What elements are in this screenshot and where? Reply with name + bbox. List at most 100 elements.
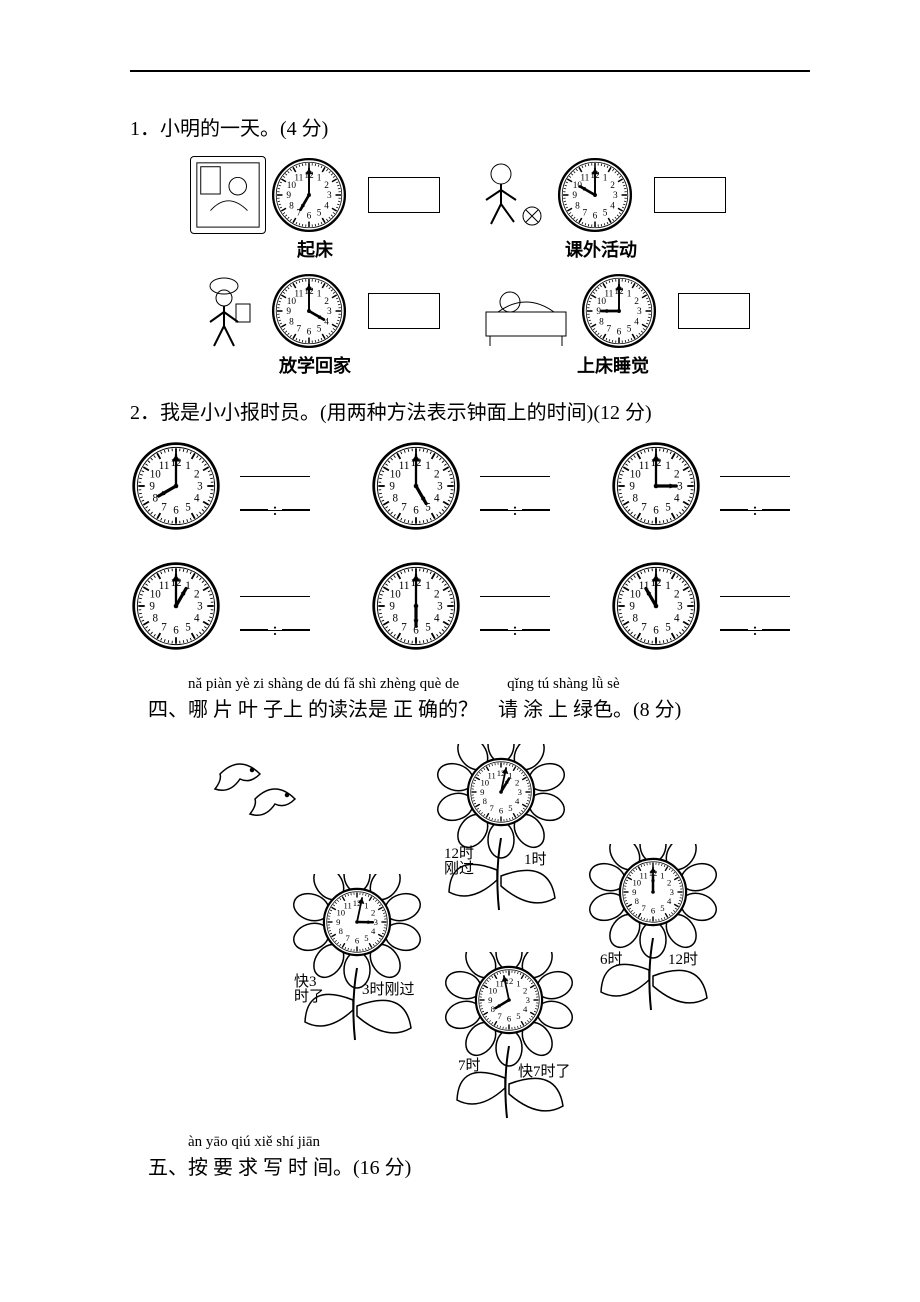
svg-text:3: 3 bbox=[437, 601, 443, 613]
svg-text:4: 4 bbox=[324, 201, 329, 211]
svg-text:9: 9 bbox=[488, 995, 492, 1005]
q5-number: 五、 bbox=[148, 1157, 188, 1179]
svg-text:8: 8 bbox=[575, 201, 580, 211]
q1-row-2: 123456789101112 放学回家 123456789101112 上床睡… bbox=[190, 272, 810, 378]
q1-clock-0: 123456789101112 bbox=[270, 156, 348, 234]
q5-pinyin: àn yāo qiú xiě shí jiān bbox=[188, 1134, 810, 1151]
svg-text:3: 3 bbox=[613, 191, 618, 201]
svg-text:8: 8 bbox=[483, 796, 487, 806]
q4-pinyin-2: qǐng tú shàng lǜ sè bbox=[507, 676, 620, 693]
svg-text:1: 1 bbox=[627, 290, 632, 300]
svg-text:3: 3 bbox=[637, 307, 642, 317]
q1-item-1: 123456789101112 课外活动 bbox=[476, 156, 726, 262]
q1-answer-1[interactable] bbox=[654, 177, 726, 213]
q1-clock-2: 123456789101112 bbox=[270, 272, 348, 350]
q2-ans-time-0[interactable]: : bbox=[240, 495, 310, 511]
q4-hanzi-2: 请 涂 上 绿色。(8 分) bbox=[498, 699, 681, 721]
svg-text:9: 9 bbox=[389, 601, 395, 613]
svg-text:2: 2 bbox=[667, 878, 671, 888]
q2-ans-text-3[interactable] bbox=[240, 581, 310, 597]
svg-text:9: 9 bbox=[336, 917, 340, 927]
q1-answer-2[interactable] bbox=[368, 293, 440, 329]
svg-text:9: 9 bbox=[149, 481, 155, 493]
q2-ans-time-4[interactable]: : bbox=[480, 615, 550, 631]
q2-ans-text-1[interactable] bbox=[480, 461, 550, 477]
svg-text:11: 11 bbox=[159, 580, 170, 592]
svg-text:7: 7 bbox=[583, 209, 588, 219]
svg-text:7: 7 bbox=[345, 933, 350, 943]
q4-hanzi-1: 哪 片 叶 子上 的读法是 正 确的？ bbox=[188, 699, 478, 721]
svg-text:11: 11 bbox=[399, 580, 410, 592]
svg-text:7: 7 bbox=[161, 501, 167, 513]
q1-label-1: 课外活动 bbox=[565, 236, 637, 262]
svg-text:8: 8 bbox=[393, 613, 399, 625]
q2-heading: 2．我是小小报时员。(用两种方法表示钟面上的时间)(12 分) bbox=[130, 396, 810, 430]
svg-text:2: 2 bbox=[194, 589, 200, 601]
svg-text:4: 4 bbox=[667, 896, 672, 906]
q2-item-2: 123456789101112 : bbox=[610, 440, 810, 532]
svg-text:1: 1 bbox=[660, 871, 664, 881]
leaf-bot-l-1: 7时 bbox=[458, 1058, 481, 1075]
leaf-left-l-2: 时了 bbox=[294, 989, 324, 1006]
svg-text:1: 1 bbox=[603, 174, 608, 184]
svg-text:11: 11 bbox=[343, 901, 351, 911]
svg-text:7: 7 bbox=[297, 325, 302, 335]
svg-text:9: 9 bbox=[632, 887, 636, 897]
q2-clock-0: 123456789101112 bbox=[130, 440, 222, 532]
q2-ans-text-2[interactable] bbox=[720, 461, 790, 477]
svg-text:1: 1 bbox=[364, 901, 368, 911]
svg-text:1: 1 bbox=[516, 979, 520, 989]
svg-text:7: 7 bbox=[497, 1011, 502, 1021]
q2-ans-time-1[interactable]: : bbox=[480, 495, 550, 511]
q5-heading: àn yāo qiú xiě shí jiān 五、按 要 求 写 时 间。(1… bbox=[130, 1134, 810, 1180]
svg-text:1: 1 bbox=[425, 460, 431, 472]
svg-text:4: 4 bbox=[610, 201, 615, 211]
svg-text:8: 8 bbox=[599, 317, 604, 327]
svg-text:8: 8 bbox=[339, 926, 343, 936]
q2-ans-time-5[interactable]: : bbox=[720, 615, 790, 631]
q1-answer-3[interactable] bbox=[678, 293, 750, 329]
svg-text:3: 3 bbox=[670, 887, 674, 897]
svg-text:5: 5 bbox=[660, 903, 664, 913]
bird-icon bbox=[210, 754, 330, 829]
svg-text:2: 2 bbox=[324, 297, 329, 307]
svg-text:2: 2 bbox=[515, 778, 519, 788]
svg-text:9: 9 bbox=[149, 601, 155, 613]
svg-text:5: 5 bbox=[364, 933, 368, 943]
svg-text:9: 9 bbox=[572, 191, 577, 201]
svg-text:7: 7 bbox=[161, 621, 167, 633]
q2-item-3: 123456789101112 : bbox=[130, 560, 330, 652]
q2-ans-text-0[interactable] bbox=[240, 461, 310, 477]
q2-ans-time-2[interactable]: : bbox=[720, 495, 790, 511]
q1-label-3: 上床睡觉 bbox=[577, 352, 649, 378]
svg-text:11: 11 bbox=[639, 460, 650, 472]
svg-text:9: 9 bbox=[629, 481, 635, 493]
svg-text:6: 6 bbox=[507, 1014, 512, 1024]
svg-text:5: 5 bbox=[603, 209, 608, 219]
svg-text:9: 9 bbox=[389, 481, 395, 493]
svg-text:4: 4 bbox=[324, 317, 329, 327]
leaf-top-l-2: 刚过 bbox=[444, 861, 474, 878]
svg-text:8: 8 bbox=[635, 896, 639, 906]
svg-text:8: 8 bbox=[393, 493, 399, 505]
q2-ans-text-4[interactable] bbox=[480, 581, 550, 597]
svg-text:4: 4 bbox=[194, 493, 200, 505]
svg-text:9: 9 bbox=[480, 787, 484, 797]
svg-text:3: 3 bbox=[197, 481, 203, 493]
svg-text:3: 3 bbox=[677, 481, 683, 493]
svg-text:2: 2 bbox=[634, 297, 639, 307]
svg-text:4: 4 bbox=[515, 796, 520, 806]
svg-text:6: 6 bbox=[307, 327, 312, 337]
svg-text:6: 6 bbox=[307, 211, 312, 221]
q2-ans-text-5[interactable] bbox=[720, 581, 790, 597]
q1-number: 1． bbox=[130, 118, 160, 140]
svg-text:8: 8 bbox=[633, 493, 639, 505]
page-top-rule bbox=[130, 70, 810, 72]
q2-ans-time-3[interactable]: : bbox=[240, 615, 310, 631]
leaf-right-l-1: 6时 bbox=[600, 952, 623, 969]
q2-clock-4: 123456789101112 bbox=[370, 560, 462, 652]
q1-answer-0[interactable] bbox=[368, 177, 440, 213]
q2-clock-2: 123456789101112 bbox=[610, 440, 702, 532]
svg-text:5: 5 bbox=[665, 621, 671, 633]
svg-text:3: 3 bbox=[327, 307, 332, 317]
